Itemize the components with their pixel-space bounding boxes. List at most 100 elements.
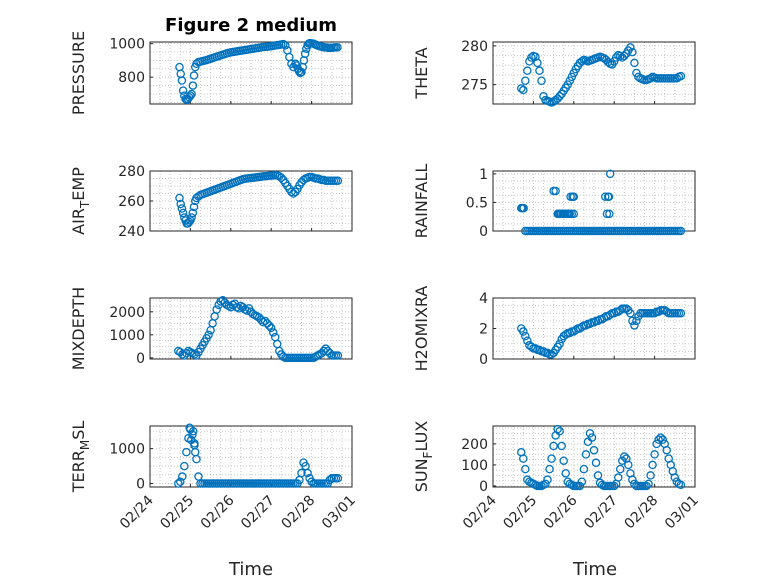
data-point [333, 43, 342, 52]
data-point [521, 76, 530, 86]
data-point [628, 475, 637, 484]
y-tick-label: 240 [118, 224, 145, 240]
data-point [297, 468, 306, 478]
scatter-series [517, 304, 686, 359]
data-point [557, 441, 566, 451]
plot-border [149, 297, 353, 360]
data-point [180, 461, 189, 471]
data-point [178, 208, 188, 218]
y-axis-label-main: PRESSURE [69, 31, 88, 115]
data-point [543, 475, 552, 484]
data-point [281, 41, 290, 50]
data-point [642, 481, 651, 491]
data-point [620, 452, 629, 461]
subplot-5: 0 1000 2000 MIXDEPTH [69, 287, 353, 370]
data-point [656, 433, 665, 442]
y-axis-label: RAINFALL [412, 164, 431, 239]
data-point [591, 458, 601, 468]
data-point [303, 468, 312, 478]
subplot-4: 0 0.5 1 RAINFALL [412, 164, 696, 240]
data-point [521, 331, 530, 341]
data-point [555, 427, 564, 436]
data-point [527, 53, 536, 62]
data-point [626, 43, 635, 52]
y-axis-label-main: RAINFALL [412, 164, 431, 239]
y-axis-label: PRESSURE [69, 31, 88, 115]
data-point [188, 81, 198, 90]
y-axis-label-subscript: M [78, 440, 92, 450]
data-point [300, 49, 310, 58]
figure-title: Figure 2 medium [165, 15, 337, 36]
y-tick-label: 0 [136, 351, 145, 367]
data-point [187, 89, 196, 99]
data-point [333, 474, 343, 483]
data-point [545, 464, 554, 474]
scatter-series [517, 43, 686, 107]
subplot-8: 0 100 200 02/24 02/25 02/26 02/27 02/28 03/01 SUN… [412, 421, 702, 533]
data-point [632, 316, 641, 326]
data-point [646, 471, 655, 480]
data-point [517, 84, 526, 93]
y-axis-label: SUNFLUX [412, 421, 435, 493]
data-point [519, 203, 528, 213]
scatter-series [517, 424, 686, 491]
data-point [585, 429, 595, 438]
subplot-3: 240 260 280 AIRTEMP [69, 164, 353, 240]
x-tick-label: 03/01 [662, 493, 702, 533]
data-point [190, 447, 200, 457]
data-point [581, 450, 591, 459]
data-point [187, 213, 196, 222]
data-point [602, 209, 612, 219]
data-point [266, 323, 276, 333]
x-tick-label: 02/24 [460, 492, 500, 532]
scatter-series [174, 423, 343, 488]
x-tick-label: 02/24 [117, 492, 157, 532]
x-tick-label: 02/26 [198, 492, 238, 532]
y-tick-label: 4 [479, 291, 488, 307]
data-point [553, 424, 562, 434]
data-point [175, 193, 184, 203]
y-tick-label: 100 [461, 458, 488, 474]
data-point [605, 209, 614, 219]
data-point [190, 439, 199, 448]
y-tick-label: 1000 [109, 328, 145, 344]
data-point [176, 477, 185, 487]
y-axis-label: MIXDEPTH [69, 287, 88, 370]
data-point [523, 336, 532, 345]
x-tick-label: 02/26 [541, 492, 581, 532]
data-point [291, 59, 300, 69]
y-tick-label: 260 [118, 194, 145, 210]
data-point [521, 464, 530, 474]
y-tick-label: 275 [461, 78, 488, 94]
y-axis-label-subscript: T [78, 200, 92, 209]
data-point [264, 321, 274, 330]
data-point [569, 209, 579, 219]
data-point [268, 328, 278, 337]
data-point [613, 473, 623, 482]
x-axis-label-right: Time [572, 559, 617, 580]
scatter-series [175, 170, 343, 228]
data-point [177, 76, 187, 85]
y-tick-label: 0 [479, 479, 488, 495]
scatter-series [174, 296, 343, 363]
data-point [624, 460, 633, 470]
data-point [611, 53, 621, 62]
data-point [551, 186, 560, 196]
data-point [654, 307, 663, 316]
data-point [662, 445, 671, 455]
data-point [177, 204, 187, 213]
y-axis-label-main: MIXDEPTH [69, 287, 88, 370]
data-point [658, 435, 667, 444]
subplot-1: 800 1000 PRESSURE [69, 31, 353, 115]
y-tick-label: 280 [118, 164, 145, 180]
data-point [188, 430, 197, 439]
y-axis-label-main: SUN [412, 458, 431, 492]
data-point [188, 208, 198, 218]
data-point [204, 330, 213, 340]
data-point [547, 454, 556, 463]
data-point [616, 305, 625, 315]
data-point [620, 51, 629, 61]
y-tick-label: 0 [136, 477, 145, 493]
data-point [559, 456, 568, 465]
x-tick-label: 03/01 [319, 493, 359, 533]
